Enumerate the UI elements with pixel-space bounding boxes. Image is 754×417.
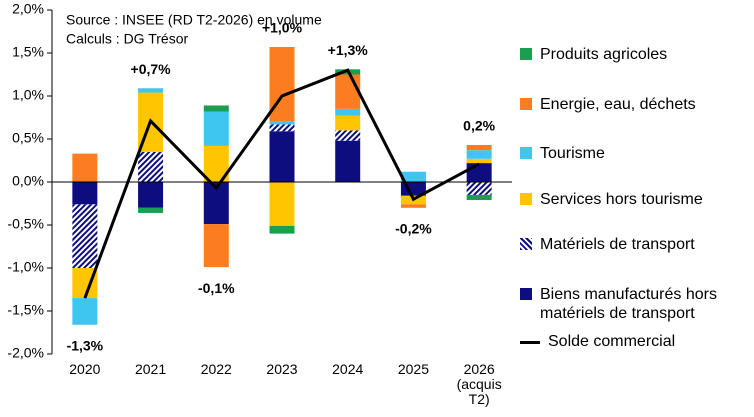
bar-segment [203, 224, 229, 268]
legend-label: Solde commercial [548, 333, 676, 350]
x-tick-label: 2026 (acquis T2) [456, 361, 502, 407]
x-tick-label: 2025 [397, 361, 429, 377]
legend-item: Produits agricoles [520, 45, 752, 64]
bar-segment [138, 182, 164, 208]
bar-segment [335, 140, 361, 182]
source-note: Source : INSEE (RD T2-2026) en volume [66, 12, 322, 28]
data-label: -0,1% [198, 280, 235, 296]
x-tick-label: 2020 [69, 361, 101, 377]
x-tick-label: 2023 [266, 361, 298, 377]
legend-swatch [520, 341, 540, 344]
y-tick-label: 1,0% [12, 87, 44, 103]
legend-item: Energie, eau, déchets [520, 95, 752, 114]
data-label: 0,2% [463, 118, 495, 134]
legend-label: Services hors tourisme [540, 191, 703, 208]
data-label: -1,3% [67, 337, 104, 353]
bar-segment [269, 131, 295, 182]
y-tick-label: 1,5% [12, 44, 44, 60]
legend-swatch [520, 193, 532, 205]
bar-segment [466, 145, 492, 151]
y-tick-label: -2,0% [7, 345, 44, 361]
legend-swatch [520, 288, 532, 300]
bar-segment [72, 182, 98, 205]
legend-label: Tourisme [540, 145, 605, 162]
legend-item: Matériels de transport [520, 235, 752, 254]
legend-swatch [520, 238, 532, 250]
bar-segment [466, 150, 492, 159]
data-label: -0,2% [395, 221, 432, 237]
bar-segment [203, 105, 229, 112]
y-tick-label: -0,5% [7, 216, 44, 232]
bar-segment [269, 182, 295, 226]
legend-item: Services hors tourisme [520, 190, 752, 209]
bar-segment [335, 74, 361, 109]
bar-segment [138, 151, 164, 182]
bar-segment [72, 298, 98, 325]
legend-item: Tourisme [520, 144, 752, 163]
legend-swatch [520, 98, 532, 110]
legend-label: Matériels de transport [540, 236, 695, 253]
legend-swatch [520, 48, 532, 60]
data-label: +1,3% [328, 42, 369, 58]
bar-segment [269, 225, 295, 234]
bar-segment [466, 158, 492, 164]
legend-label: Energie, eau, déchets [540, 96, 696, 113]
legend-item: Biens manufacturés hors matériels de tra… [520, 285, 752, 323]
x-tick-label: 2022 [200, 361, 232, 377]
y-tick-label: 0,5% [12, 130, 44, 146]
y-tick-label: -1,0% [7, 259, 44, 275]
bar-segment [138, 207, 164, 213]
bar-segment [466, 163, 492, 182]
y-tick-label: 0,0% [12, 173, 44, 189]
bar-segment [400, 204, 426, 208]
data-label: +1,0% [262, 20, 303, 36]
bar-segment [203, 111, 229, 146]
bar-segment [335, 108, 361, 116]
bar-segment [466, 194, 492, 201]
bar-segment [400, 171, 426, 182]
bar-segment [72, 153, 98, 182]
bar-segment [72, 204, 98, 268]
bar-segment [466, 182, 492, 195]
bar-segment [335, 130, 361, 141]
y-tick-label: -1,5% [7, 302, 44, 318]
x-tick-label: 2021 [134, 361, 167, 377]
credit-note: Calculs : DG Trésor [66, 31, 188, 47]
y-tick-label: 2,0% [12, 1, 44, 17]
bar-segment [269, 124, 295, 132]
bar-segment [138, 88, 164, 93]
bar-segment [269, 121, 295, 125]
bar-segment [335, 115, 361, 131]
legend-label: Produits agricoles [540, 46, 668, 63]
legend-label: Biens manufacturés hors matériels de tra… [540, 286, 717, 322]
x-tick-label: 2024 [332, 361, 364, 377]
data-label: +0,7% [131, 61, 172, 77]
line-series [83, 68, 480, 299]
legend-item: Solde commercial [520, 332, 752, 351]
legend-swatch [520, 147, 532, 159]
